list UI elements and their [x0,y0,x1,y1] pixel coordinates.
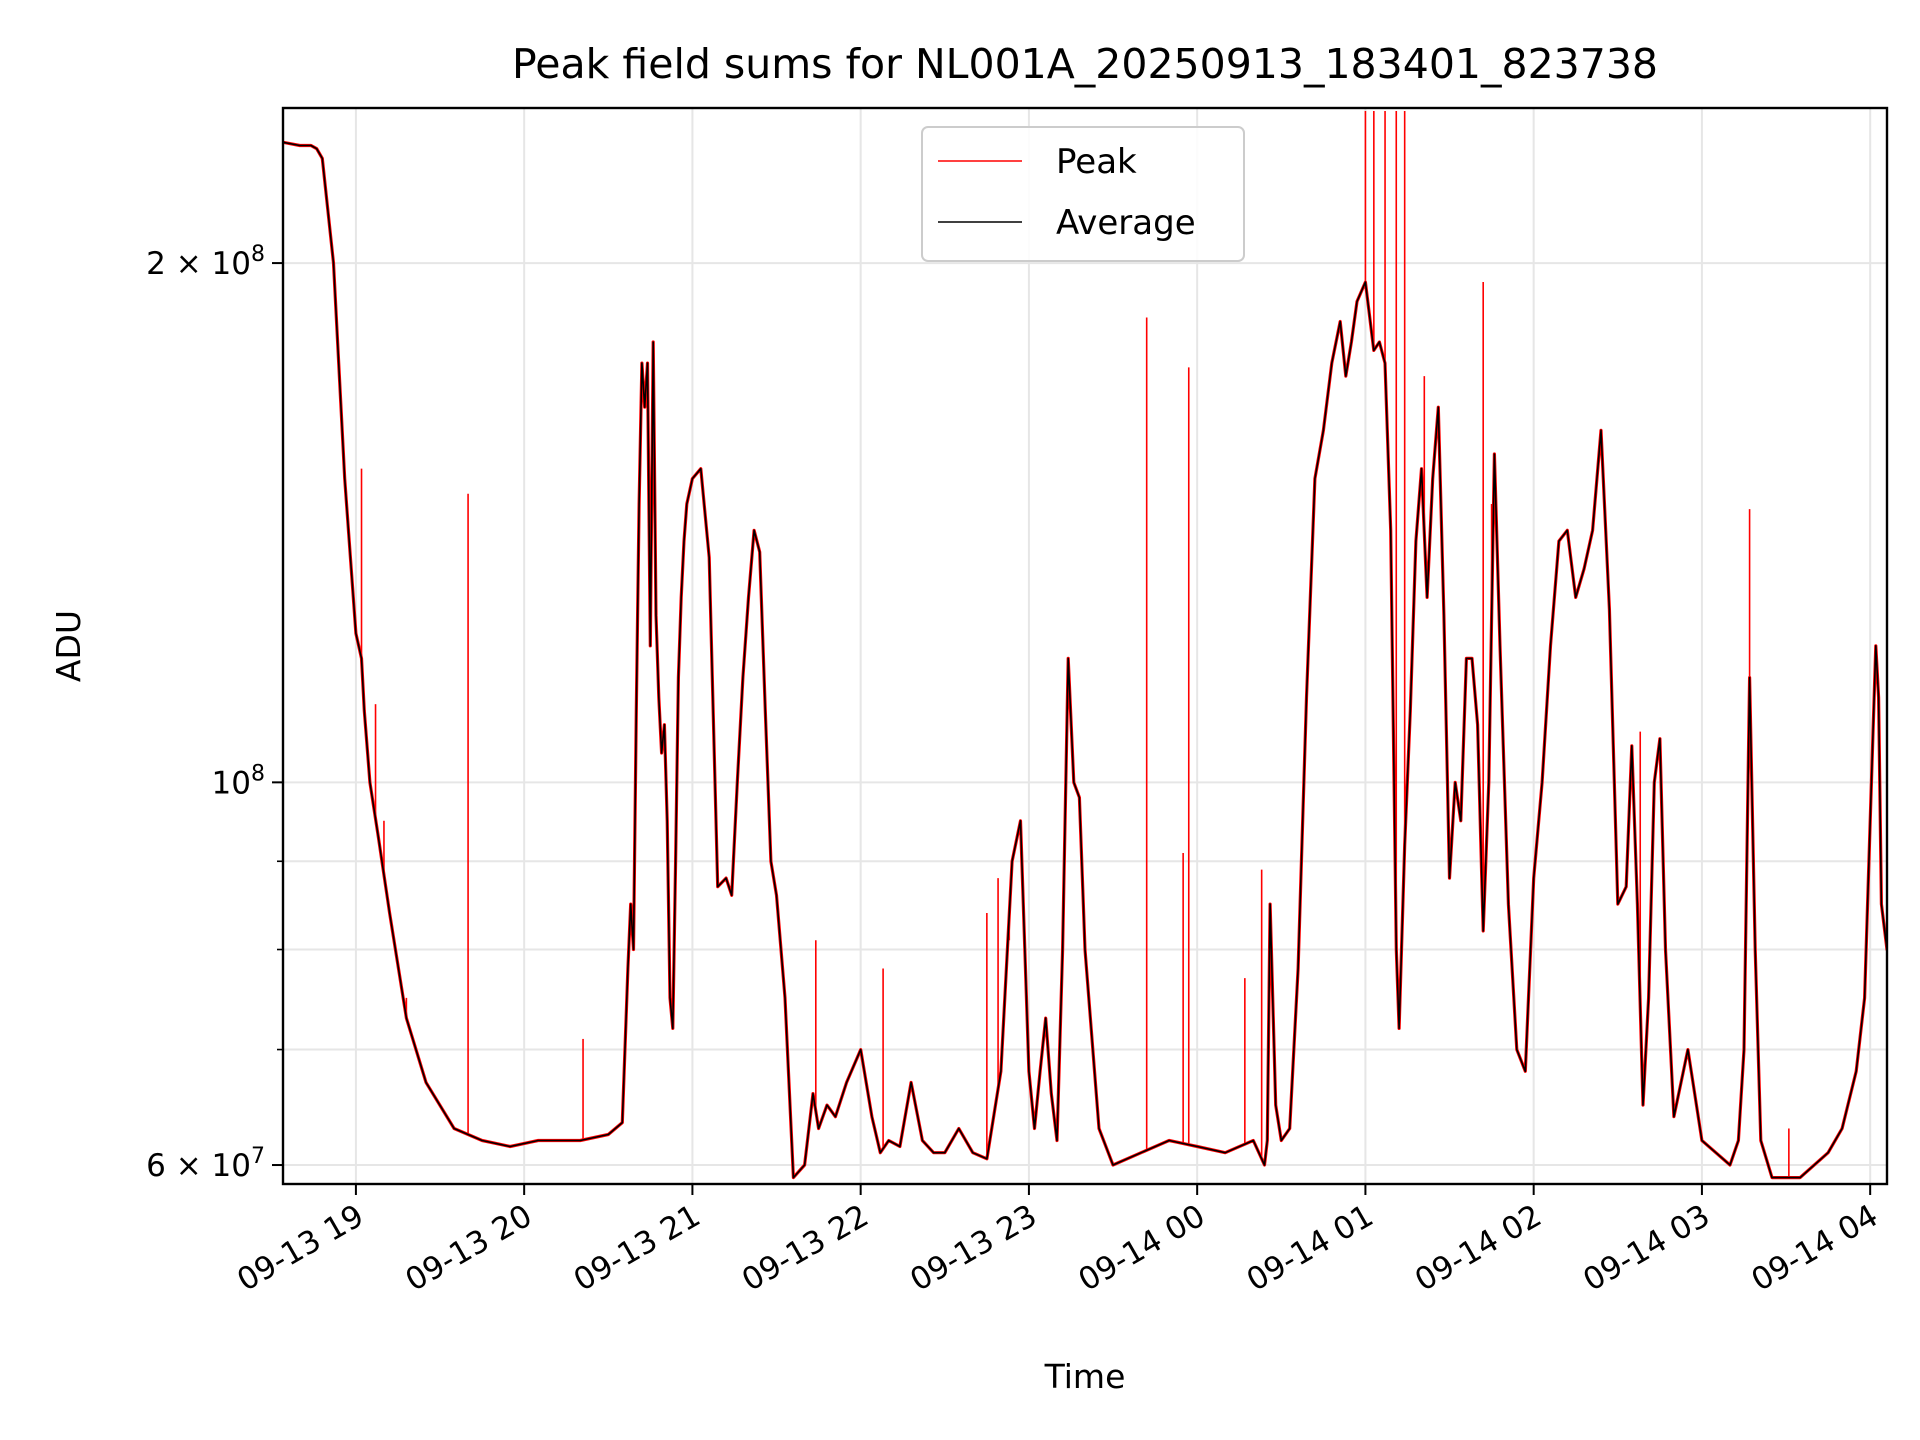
legend: Peak Average [921,126,1245,262]
x-axis-title: Time [1044,1357,1126,1396]
y-axis: 108 2 × 108 6 × 107 [146,242,283,1184]
grid-lines [283,108,1887,1184]
y-tick-label: 108 [212,761,265,801]
plot-area-frame [281,106,1889,1186]
chart-title: Peak field sums for NL001A_20250913_1834… [512,40,1658,88]
legend-label-average: Average [1056,203,1196,243]
y-tick-label: 6 × 107 [146,1144,265,1184]
series-peak [360,111,1790,1178]
series-average-line [283,141,1887,1179]
plot-series [283,111,1887,1180]
y-axis-title: ADU [49,610,88,682]
y-tick-label: 2 × 108 [146,242,265,282]
legend-label-peak: Peak [1056,142,1137,182]
